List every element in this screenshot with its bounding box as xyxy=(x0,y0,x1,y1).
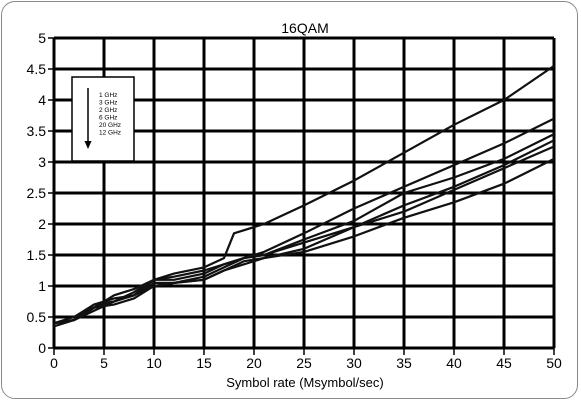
y-tick-label: 2 xyxy=(38,216,46,232)
legend-item: 12 GHz xyxy=(99,130,121,137)
y-tick-label: 5 xyxy=(38,30,46,46)
x-tick-label: 20 xyxy=(246,355,262,371)
y-tick-label: 4 xyxy=(38,92,46,108)
x-tick-label: 10 xyxy=(146,355,162,371)
x-tick-label: 50 xyxy=(546,355,562,371)
x-tick-label: 15 xyxy=(196,355,212,371)
y-tick-label: 3 xyxy=(38,154,46,170)
y-tick-label: 0 xyxy=(38,340,46,356)
y-tick-label: 0.5 xyxy=(27,309,47,325)
y-tick-label: 4.5 xyxy=(27,61,47,77)
x-tick-label: 5 xyxy=(100,355,108,371)
x-axis-label: Symbol rate (Msymbol/sec) xyxy=(226,375,383,390)
x-tick-label: 25 xyxy=(296,355,312,371)
legend-item: 3 GHz xyxy=(99,100,117,107)
y-tick-label: 2.5 xyxy=(27,185,47,201)
x-tick-label: 30 xyxy=(346,355,362,371)
legend-item: 1 GHz xyxy=(99,92,117,99)
y-tick-label: 3.5 xyxy=(27,123,47,139)
x-tick-label: 0 xyxy=(50,355,58,371)
legend-item: 6 GHz xyxy=(99,115,117,122)
chart-title: 16QAM xyxy=(281,20,328,36)
y-axis-ticks: 0 0.5 1 1.5 2 2.5 3 3.5 4 4.5 5 xyxy=(27,30,54,356)
x-axis-ticks: 0 5 10 15 20 25 30 35 40 45 50 xyxy=(50,348,562,371)
x-tick-label: 40 xyxy=(446,355,462,371)
y-tick-label: 1 xyxy=(38,278,46,294)
legend-item: 2 GHz xyxy=(99,107,117,114)
legend-item: 20 GHz xyxy=(99,122,121,129)
x-tick-label: 45 xyxy=(496,355,512,371)
y-tick-label: 1.5 xyxy=(27,247,47,263)
x-tick-label: 35 xyxy=(396,355,412,371)
